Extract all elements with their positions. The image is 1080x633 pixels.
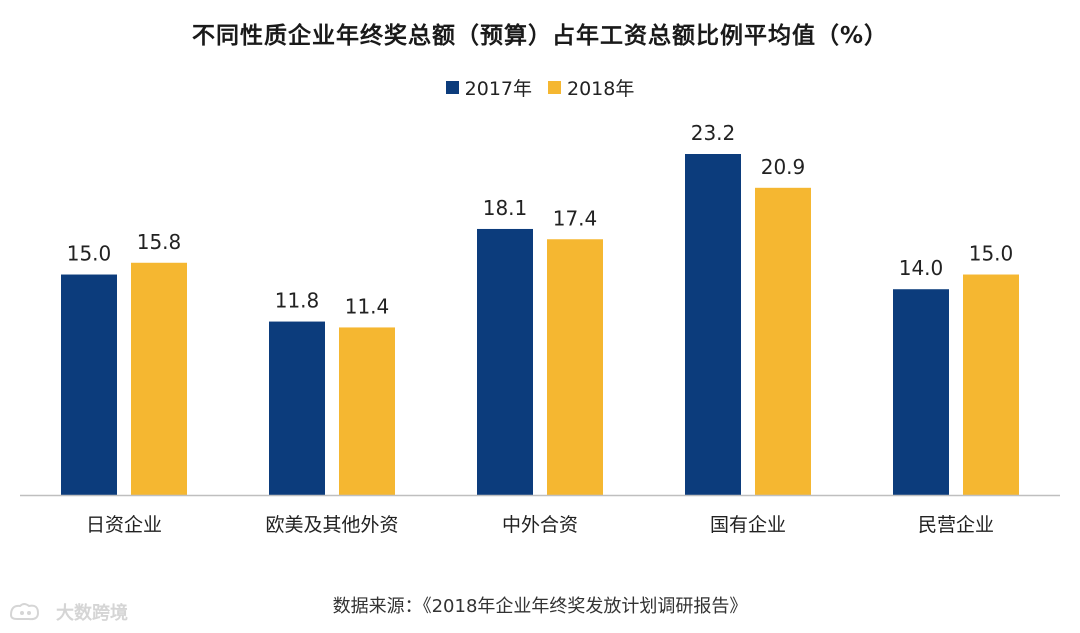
bar-2017-0 <box>61 274 117 495</box>
value-label-2017-4: 14.0 <box>899 256 944 280</box>
bar-2018-1 <box>339 327 395 495</box>
value-label-2017-2: 18.1 <box>483 196 528 220</box>
legend-label-2017: 2017年 <box>464 78 532 100</box>
bar-2018-0 <box>131 262 187 495</box>
category-label-0: 日资企业 <box>86 514 162 536</box>
data-source-note: 数据来源：《2018年企业年终奖发放计划调研报告》 <box>332 596 748 617</box>
chart-title: 不同性质企业年终奖总额（预算）占年工资总额比例平均值（%） <box>191 23 889 49</box>
value-label-2017-1: 11.8 <box>275 289 320 313</box>
category-label-4: 民营企业 <box>918 514 994 536</box>
chart-legend: 2017年 2018年 <box>0 74 1080 101</box>
watermark-text: 大数跨境 <box>56 603 128 624</box>
value-label-2018-0: 15.8 <box>137 230 182 254</box>
value-label-2017-0: 15.0 <box>67 242 112 266</box>
bar-2018-3 <box>755 187 811 495</box>
category-label-1: 欧美及其他外资 <box>265 514 398 536</box>
bar-2017-1 <box>269 321 325 495</box>
legend-swatch-2017 <box>445 81 459 94</box>
value-label-2018-2: 17.4 <box>553 206 598 230</box>
legend-swatch-2018 <box>548 81 561 94</box>
value-label-2017-3: 23.2 <box>691 121 736 145</box>
legend-item-2017: 2017年 <box>445 74 532 101</box>
watermark: 大数跨境 <box>8 599 128 625</box>
legend-item-2018: 2018年 <box>548 74 634 101</box>
value-label-2018-3: 20.9 <box>761 155 806 179</box>
category-label-2: 中外合资 <box>502 514 578 536</box>
value-label-2018-4: 15.0 <box>969 242 1014 266</box>
category-label-3: 国有企业 <box>710 514 786 536</box>
bar-2017-2 <box>477 228 533 495</box>
brand-logo-icon <box>9 603 40 621</box>
bar-2017-4 <box>893 289 949 495</box>
bar-2017-3 <box>685 154 741 495</box>
bar-2018-2 <box>547 239 603 495</box>
value-label-2018-1: 11.4 <box>345 294 390 318</box>
bar-2018-4 <box>963 274 1019 495</box>
legend-label-2018: 2018年 <box>567 78 635 100</box>
